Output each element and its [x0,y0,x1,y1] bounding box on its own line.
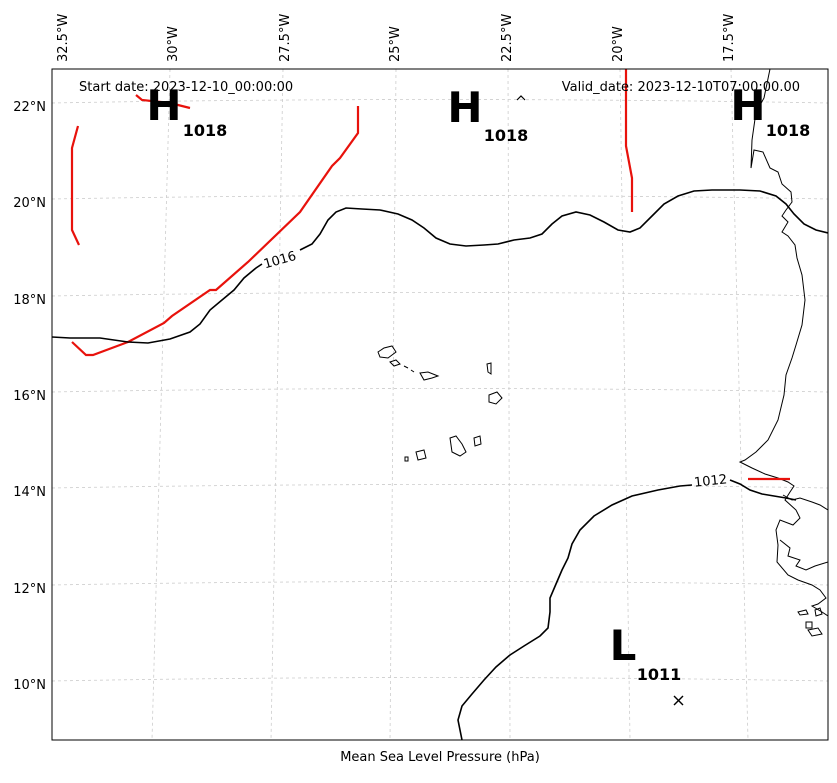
isobars [52,189,828,740]
lat-tick-label: 22°N [13,100,46,115]
lon-tick-label: 17.5°W [722,14,737,62]
high-center-value-1: 1018 [183,121,228,140]
ridge-line-west [70,125,80,246]
island-maio [473,435,482,447]
island-islet [410,369,415,373]
ridge-lines [70,69,790,481]
islet-b [805,621,813,629]
africa-coastline [738,69,828,617]
parallel-20n [52,195,828,200]
parallel-12n [52,581,828,586]
islet-d [814,607,823,617]
valid-date-label: Valid_date: 2023-12-10T07:00:00.00 [562,80,800,95]
islet-a [797,609,809,616]
lon-tick-label: 20°W [611,26,626,62]
grid-meridians [151,69,749,740]
meridian-22-5w [507,69,511,740]
lat-tick-label: 18°N [13,293,46,308]
ridge-line-central [624,69,634,212]
lat-tick-label: 10°N [13,678,46,693]
island-sao-vicente [389,359,401,367]
ridge-line-main [71,106,360,357]
meridian-30w [151,69,171,740]
ridge-line-north [135,94,191,110]
meridian-20w [619,69,631,740]
low-center-letter: L [610,621,637,670]
minor-high-marker [516,95,526,101]
lon-tick-label: 27.5°W [278,14,293,62]
coast-detail-guinea [779,539,828,571]
high-center-value-2: 1018 [484,126,529,145]
lon-tick-label: 32.5°W [56,14,71,62]
meridian-27-5w [270,69,284,740]
contour-label-1012: 1012 [693,472,727,490]
island-santiago [449,435,467,457]
island-brava [404,456,409,462]
map-area [52,69,828,740]
meridian-17-5w [730,69,749,740]
bijagos-islands [797,607,823,637]
island-santa-luzia [403,365,409,369]
parallel-16n [52,388,828,393]
island-sao-nicolau [419,371,440,381]
island-santo-antao [377,345,397,359]
isobar-1012 [457,479,797,740]
parallel-14n [52,484,828,489]
meridian-25w [389,69,397,740]
lon-tick-label: 30°W [166,26,181,62]
map-border [51,68,829,741]
lon-tick-label: 22.5°W [500,14,515,62]
islet-c [807,627,823,637]
lon-tick-label: 25°W [388,26,403,62]
high-center-letter-2: H [447,83,482,132]
map-xlabel: Mean Sea Level Pressure (hPa) [340,750,540,765]
island-sal [486,362,492,375]
island-boa-vista [488,391,503,405]
isobar-1016 [52,189,828,344]
high-center-letter-1: H [146,81,181,130]
lat-tick-label: 12°N [13,582,46,597]
island-fogo [415,449,427,461]
start-date-label: Start date: 2023-12-10_00:00:00 [79,80,293,95]
parallel-10n [52,677,828,682]
high-center-letter-3: H [730,81,765,130]
lat-tick-label: 20°N [13,196,46,211]
lat-tick-label: 16°N [13,389,46,404]
low-center-marker [673,695,684,706]
parallel-18n [52,292,828,297]
high-center-value-3: 1018 [766,121,811,140]
low-center-value: 1011 [637,665,682,684]
lat-tick-label: 14°N [13,485,46,500]
cape-verde-islands [377,345,503,462]
